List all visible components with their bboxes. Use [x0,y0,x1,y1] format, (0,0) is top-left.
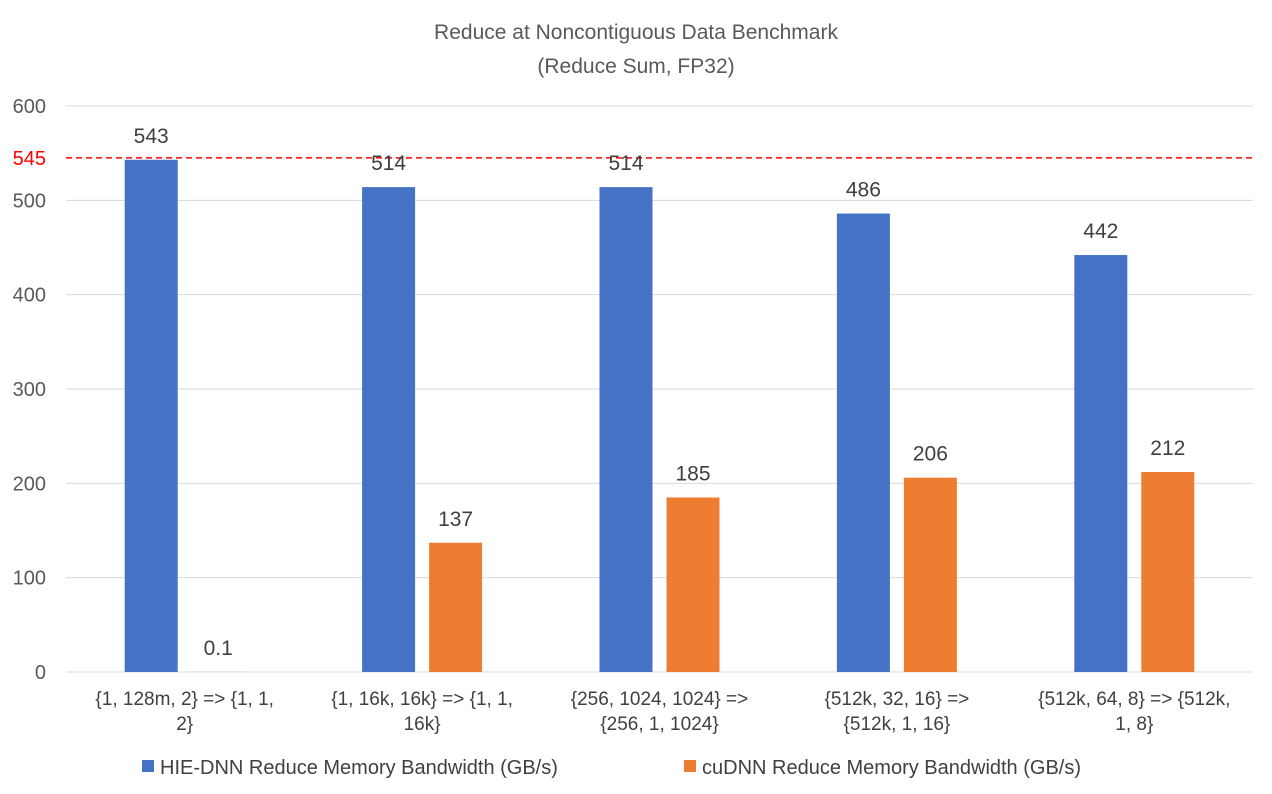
chart-subtitle: (Reduce Sum, FP32) [537,55,734,78]
legend-swatch [142,760,154,772]
bar-series-0-cat-4 [1074,255,1128,672]
data-labels: 543 514 514 486 442 0.1 137 185 206 212 [134,125,1186,660]
reference-line-label: 545 [13,148,46,170]
y-tick-label: 0 [35,662,46,684]
y-tick-label: 300 [13,379,46,401]
data-label: 212 [1150,437,1185,460]
data-label: 185 [675,462,710,485]
x-category-label: {512k, 1, 16} [844,714,951,735]
bar-series-0-cat-3 [836,213,890,673]
bars [124,159,1195,673]
reference-line-group: 545 [13,148,1253,170]
data-label: 514 [608,152,643,175]
y-tick-label: 600 [13,96,46,118]
x-category-label: 1, 8} [1115,714,1153,735]
bar-series-1-cat-4 [1141,472,1195,672]
bar-series-1-cat-3 [903,477,957,672]
x-category-label: {512k, 64, 8} => {512k, [1038,689,1230,710]
chart-title: Reduce at Noncontiguous Data Benchmark [434,21,838,44]
y-tick-label: 400 [13,285,46,307]
data-label: 442 [1083,220,1118,243]
legend-label: HIE-DNN Reduce Memory Bandwidth (GB/s) [160,757,558,779]
x-category-label: 16k} [404,714,441,735]
legend-label: cuDNN Reduce Memory Bandwidth (GB/s) [702,757,1081,779]
data-label: 0.1 [204,637,233,660]
y-tick-label: 200 [13,473,46,495]
x-category-label: 2} [176,714,193,735]
x-category-label: {1, 16k, 16k} => {1, 1, [331,689,513,710]
bar-series-0-cat-1 [362,187,416,673]
category-labels: {1, 128m, 2} => {1, 1, 2} {1, 16k, 16k} =>… [95,689,1230,735]
data-label: 514 [371,152,406,175]
data-label: 137 [438,508,473,531]
data-label: 486 [846,179,881,202]
y-tick-label: 100 [13,568,46,590]
bar-series-0-cat-2 [599,187,653,673]
x-category-label: {256, 1024, 1024} => [571,689,749,710]
gridlines [66,105,1253,673]
data-label: 206 [913,443,948,466]
legend: HIE-DNN Reduce Memory Bandwidth (GB/s) cu… [142,757,1081,779]
x-category-label: {256, 1, 1024} [600,714,718,735]
legend-swatch [684,760,696,772]
x-category-label: {512k, 32, 16} => [825,689,970,710]
data-label: 543 [134,125,169,148]
bar-series-1-cat-1 [429,542,483,672]
x-category-label: {1, 128m, 2} => {1, 1, [95,689,274,710]
bar-series-1-cat-2 [666,497,720,672]
y-axis-ticks: 0 100 200 300 400 500 600 [13,96,46,684]
bar-series-0-cat-0 [124,159,178,672]
y-tick-label: 500 [13,190,46,212]
